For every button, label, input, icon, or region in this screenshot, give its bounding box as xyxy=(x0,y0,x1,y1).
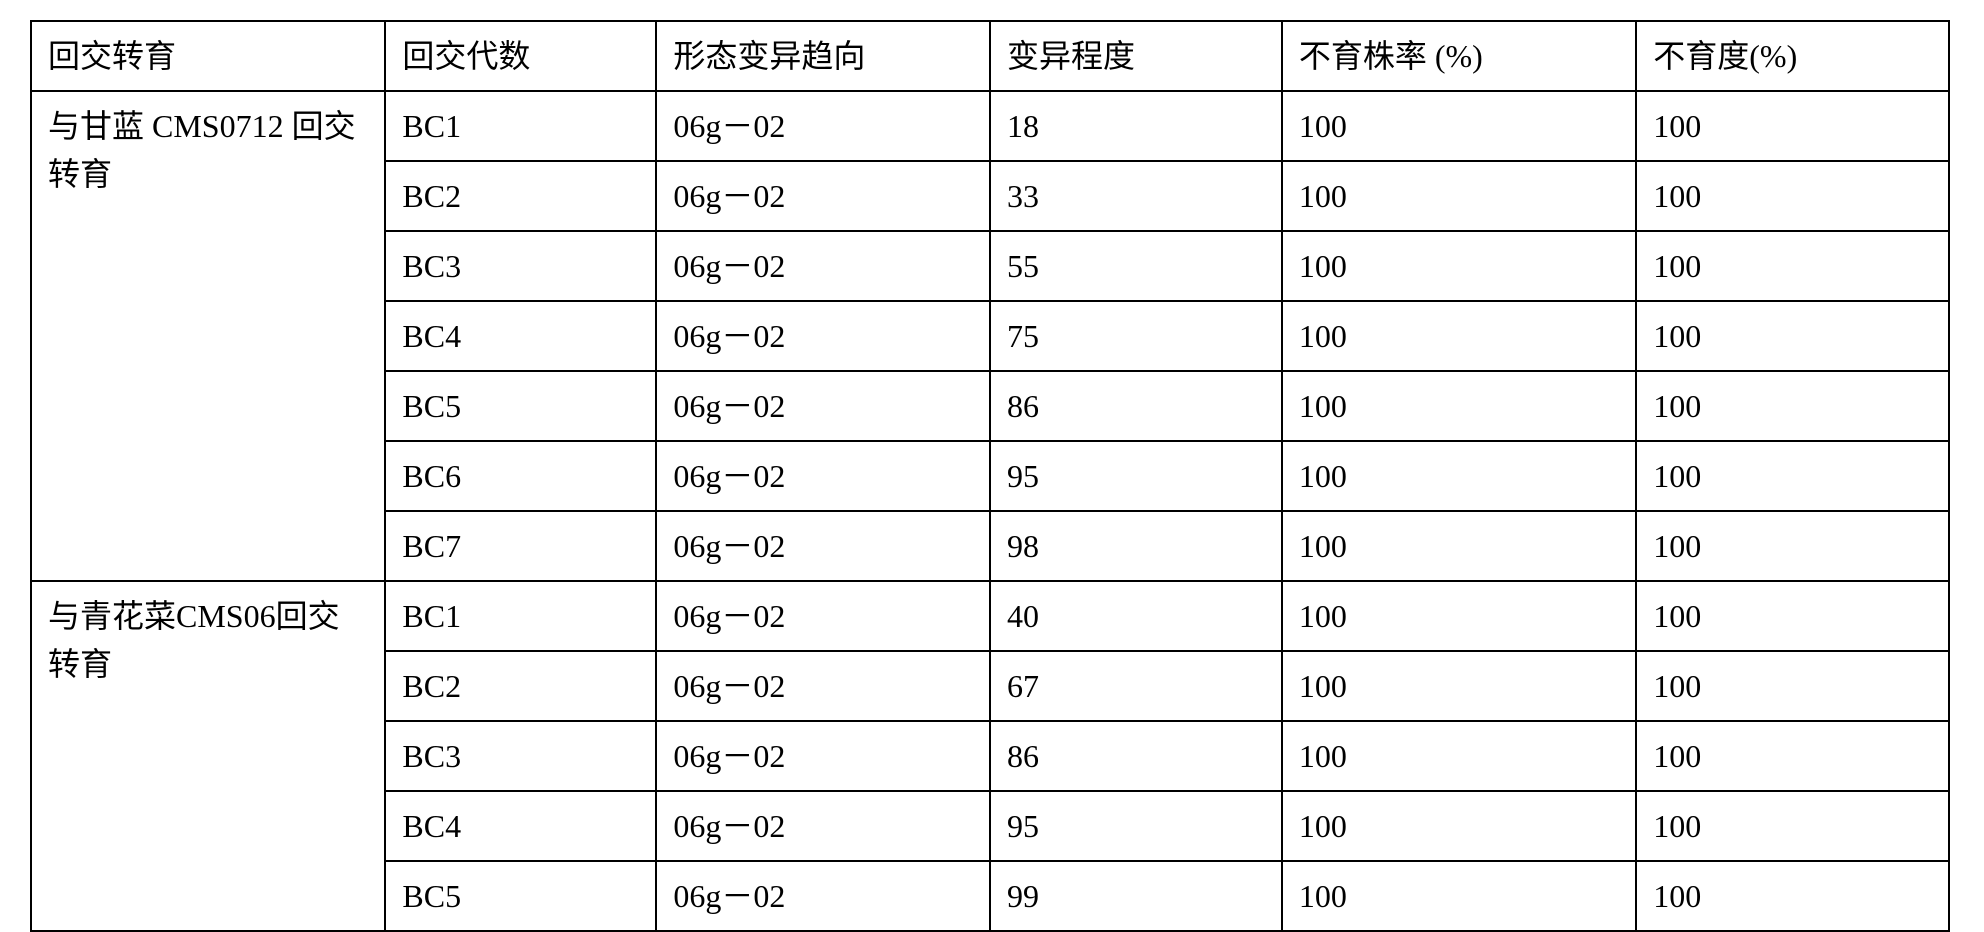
cell: 67 xyxy=(990,651,1282,721)
cell: BC5 xyxy=(385,861,656,931)
cell: 100 xyxy=(1636,651,1949,721)
cell: 86 xyxy=(990,371,1282,441)
cell: BC2 xyxy=(385,161,656,231)
cell: 06g－02 xyxy=(656,861,990,931)
cell: 100 xyxy=(1282,301,1636,371)
cell: 06g－02 xyxy=(656,161,990,231)
cell: BC2 xyxy=(385,651,656,721)
col-header-4: 不育株率 (%) xyxy=(1282,21,1636,91)
cell: 100 xyxy=(1636,861,1949,931)
table-body: 与甘蓝 CMS0712 回交转育 BC1 06g－02 18 100 100 B… xyxy=(31,91,1949,931)
cell: BC1 xyxy=(385,581,656,651)
table-row: 与甘蓝 CMS0712 回交转育 BC1 06g－02 18 100 100 xyxy=(31,91,1949,161)
cell: 06g－02 xyxy=(656,91,990,161)
cell: 100 xyxy=(1282,861,1636,931)
cell: 18 xyxy=(990,91,1282,161)
cell: BC1 xyxy=(385,91,656,161)
cell: 33 xyxy=(990,161,1282,231)
cell: 06g－02 xyxy=(656,301,990,371)
group-label-1: 与青花菜CMS06回交转育 xyxy=(31,581,385,931)
group-label-0: 与甘蓝 CMS0712 回交转育 xyxy=(31,91,385,581)
cell: BC4 xyxy=(385,301,656,371)
table-header-row: 回交转育 回交代数 形态变异趋向 变异程度 不育株率 (%) 不育度(%) xyxy=(31,21,1949,91)
cell: BC7 xyxy=(385,511,656,581)
cell: BC6 xyxy=(385,441,656,511)
cell: 100 xyxy=(1282,441,1636,511)
col-header-1: 回交代数 xyxy=(385,21,656,91)
cell: 86 xyxy=(990,721,1282,791)
cell: 100 xyxy=(1636,91,1949,161)
cell: BC4 xyxy=(385,791,656,861)
cell: 100 xyxy=(1282,371,1636,441)
cell: 100 xyxy=(1636,721,1949,791)
col-header-0: 回交转育 xyxy=(31,21,385,91)
cell: 95 xyxy=(990,791,1282,861)
cell: 06g－02 xyxy=(656,441,990,511)
cell: 100 xyxy=(1282,161,1636,231)
cell: 100 xyxy=(1636,231,1949,301)
cell: 06g－02 xyxy=(656,371,990,441)
cell: 100 xyxy=(1282,231,1636,301)
cell: 100 xyxy=(1636,161,1949,231)
table-row: 与青花菜CMS06回交转育 BC1 06g－02 40 100 100 xyxy=(31,581,1949,651)
cell: 06g－02 xyxy=(656,791,990,861)
cell: BC3 xyxy=(385,721,656,791)
backcross-table: 回交转育 回交代数 形态变异趋向 变异程度 不育株率 (%) 不育度(%) 与甘… xyxy=(30,20,1950,932)
cell: 100 xyxy=(1282,721,1636,791)
cell: BC3 xyxy=(385,231,656,301)
cell: 75 xyxy=(990,301,1282,371)
cell: 06g－02 xyxy=(656,511,990,581)
cell: 55 xyxy=(990,231,1282,301)
cell: BC5 xyxy=(385,371,656,441)
cell: 06g－02 xyxy=(656,231,990,301)
cell: 98 xyxy=(990,511,1282,581)
cell: 100 xyxy=(1282,581,1636,651)
cell: 100 xyxy=(1282,91,1636,161)
col-header-2: 形态变异趋向 xyxy=(656,21,990,91)
cell: 100 xyxy=(1636,301,1949,371)
cell: 100 xyxy=(1282,791,1636,861)
cell: 100 xyxy=(1636,371,1949,441)
cell: 06g－02 xyxy=(656,721,990,791)
cell: 06g－02 xyxy=(656,651,990,721)
col-header-3: 变异程度 xyxy=(990,21,1282,91)
cell: 100 xyxy=(1636,581,1949,651)
cell: 100 xyxy=(1636,511,1949,581)
cell: 100 xyxy=(1636,791,1949,861)
cell: 100 xyxy=(1636,441,1949,511)
cell: 95 xyxy=(990,441,1282,511)
cell: 100 xyxy=(1282,651,1636,721)
col-header-5: 不育度(%) xyxy=(1636,21,1949,91)
cell: 99 xyxy=(990,861,1282,931)
cell: 06g－02 xyxy=(656,581,990,651)
cell: 40 xyxy=(990,581,1282,651)
cell: 100 xyxy=(1282,511,1636,581)
